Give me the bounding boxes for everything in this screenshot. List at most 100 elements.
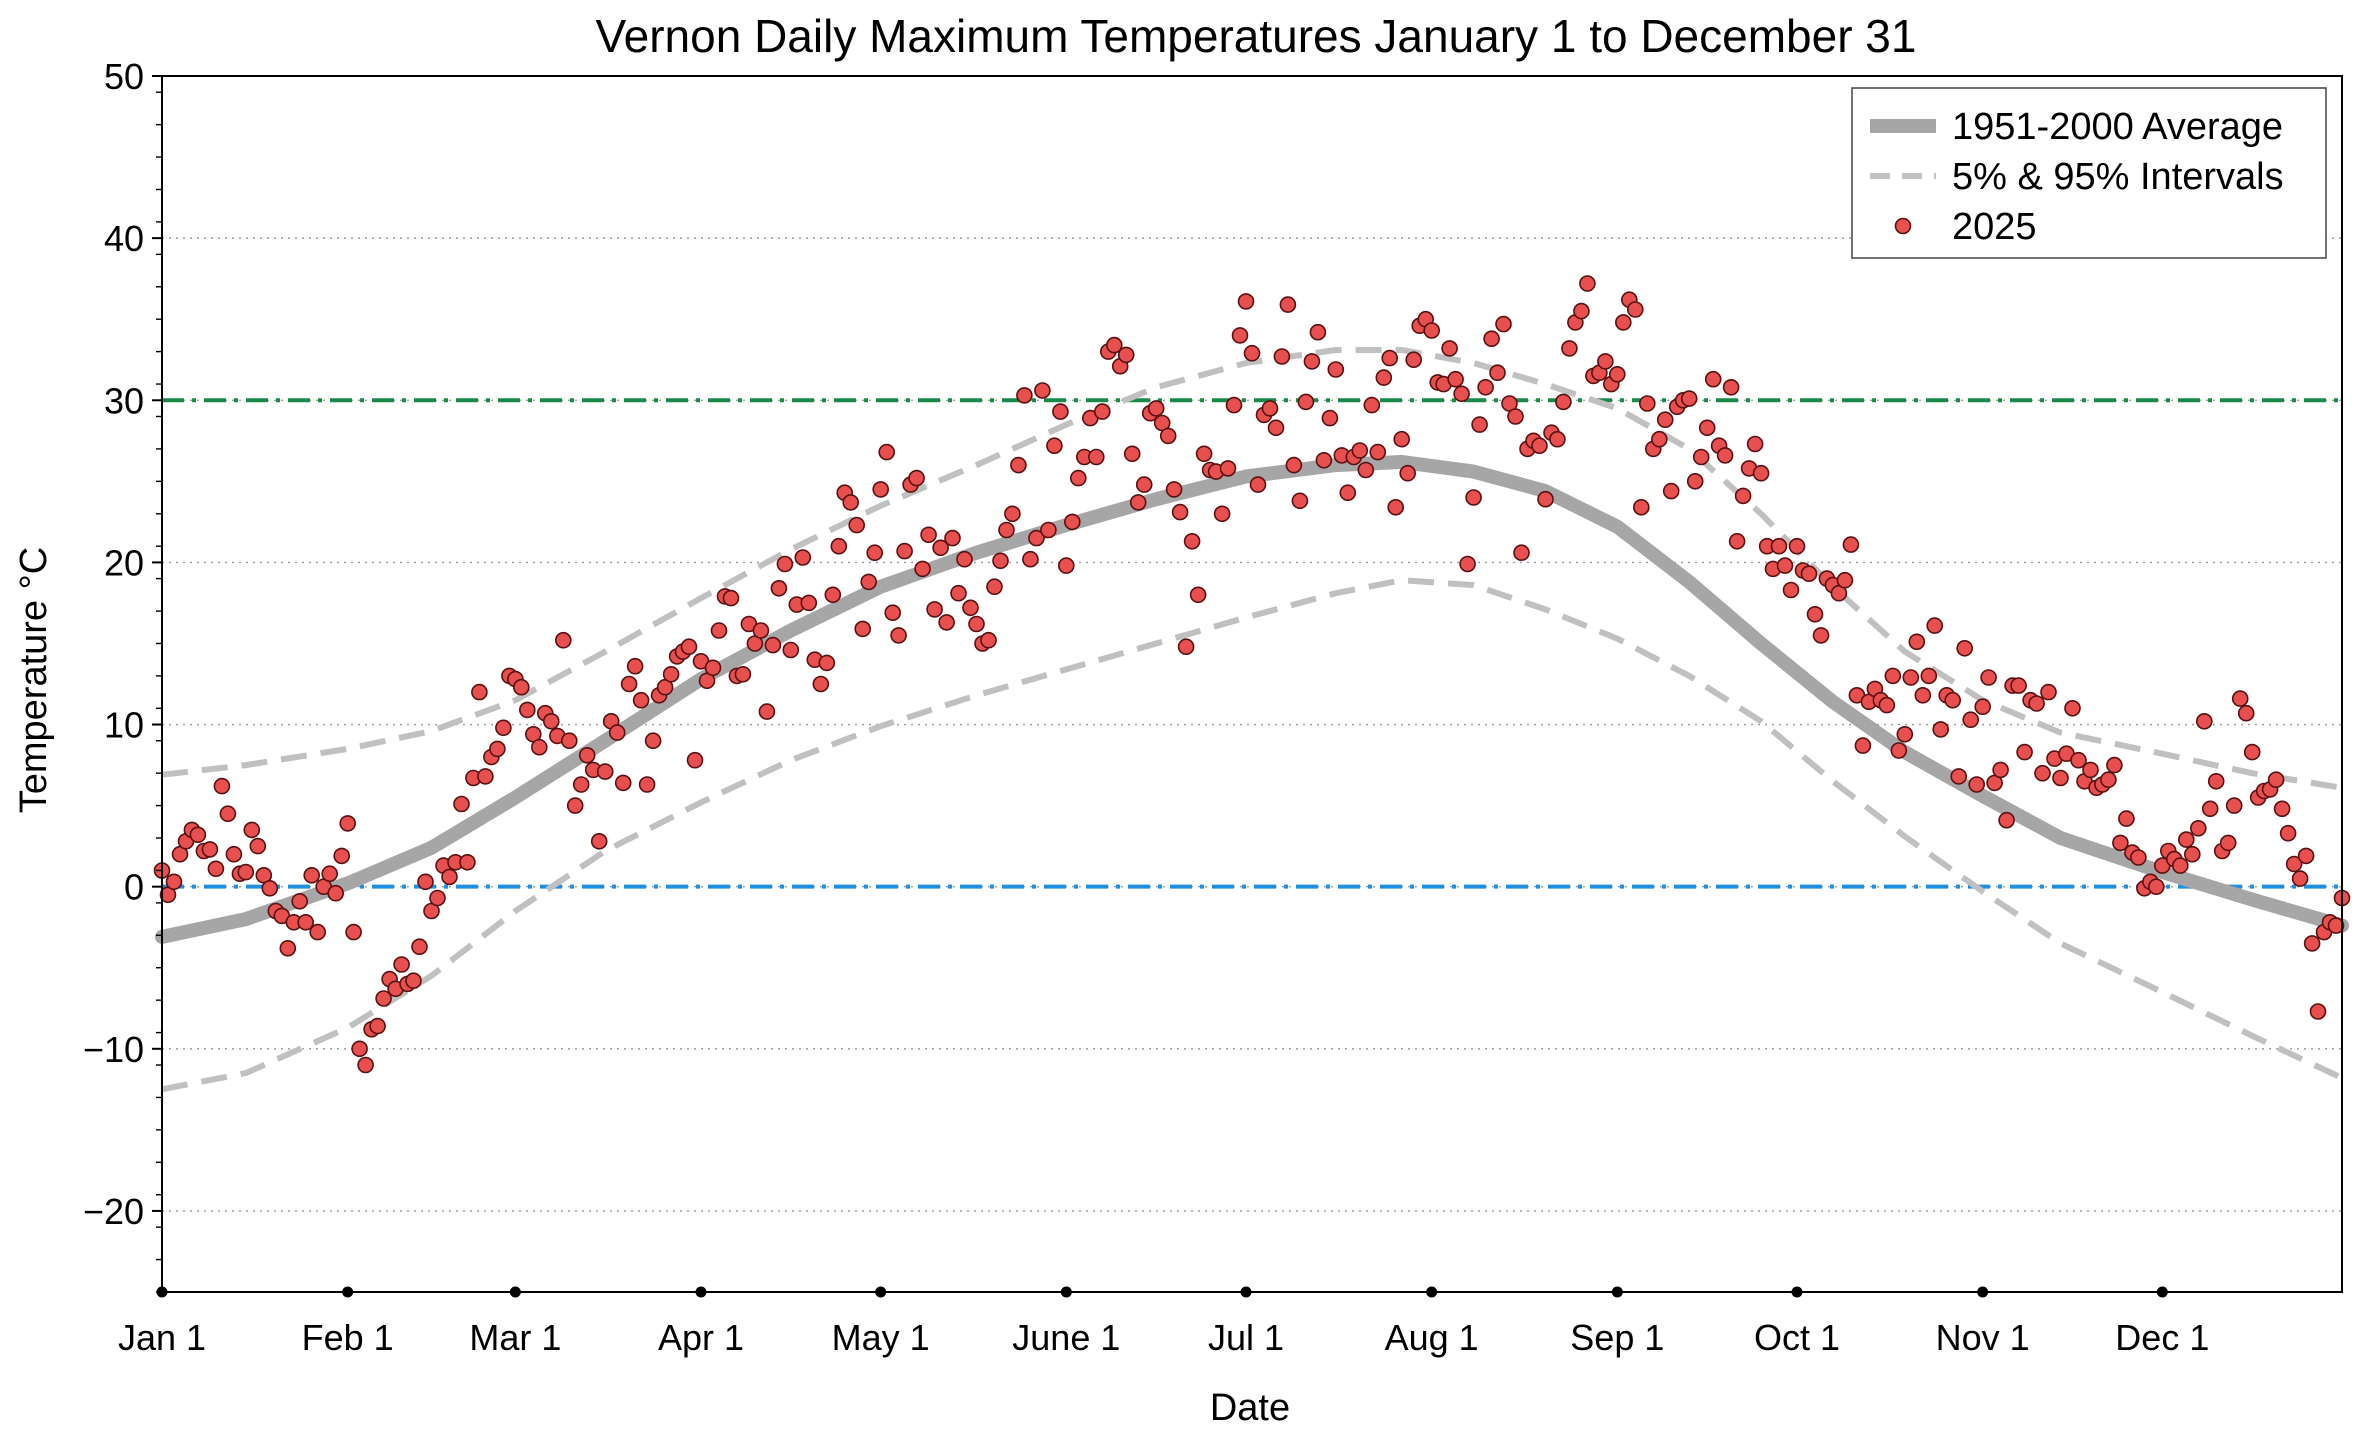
data-point-2025 (393, 956, 410, 973)
data-point-2025 (848, 516, 866, 534)
x-axis-label: Date (1210, 1387, 1290, 1429)
data-point-2025 (1579, 275, 1596, 292)
data-point-2025 (1129, 494, 1147, 511)
data-point-2025 (776, 555, 794, 573)
data-point-2025 (956, 550, 973, 568)
plot-area-frame (161, 75, 2343, 1293)
data-point-2025 (1070, 469, 1087, 487)
y-tick-label: 50 (104, 56, 144, 97)
data-point-2025 (1549, 430, 1566, 448)
data-point-2025 (1159, 427, 1177, 445)
data-point-2025 (297, 913, 315, 931)
data-point-2025 (908, 469, 925, 487)
y-tick-label: 10 (104, 705, 144, 746)
data-point-2025 (1974, 698, 1991, 716)
axes: −20 −10 0 10 20 30 40 50 Jan 1 Feb 1 Mar 1 Apr 1 May… (83, 56, 2209, 1358)
data-point-2025 (2148, 878, 2165, 896)
data-point-2025 (896, 542, 913, 560)
data-point-2025 (1962, 711, 1979, 729)
data-point-2025 (2106, 756, 2123, 774)
data-point-2025 (1698, 419, 1716, 437)
data-point-2025 (1094, 403, 1111, 420)
data-point-2025 (1842, 536, 1860, 553)
data-point-2025 (441, 868, 458, 886)
data-point-2025 (1806, 605, 1824, 623)
data-point-2025 (357, 1056, 374, 1074)
data-point-2025 (303, 866, 321, 884)
data-point-2025 (1243, 344, 1261, 362)
data-point-2025 (1573, 302, 1590, 320)
data-point-2025 (1034, 382, 1051, 399)
data-point-2025 (518, 701, 536, 719)
data-point-2025 (1171, 503, 1189, 521)
data-point-2025 (1902, 669, 1920, 686)
data-point-2025 (680, 638, 698, 656)
data-point-2025 (1285, 456, 1303, 474)
y-tick-label: 30 (104, 380, 144, 421)
data-point-2025 (1261, 400, 1279, 417)
data-point-2025 (489, 740, 506, 758)
data-point-2025 (1471, 416, 1488, 433)
data-point-2025 (554, 631, 572, 649)
x-tick-marker (509, 1286, 521, 1298)
data-point-2025 (596, 763, 614, 780)
data-point-2025 (333, 847, 351, 865)
x-tick-marker (2156, 1286, 2168, 1298)
x-tick-marker (1977, 1286, 1989, 1298)
data-point-2025 (1189, 586, 1207, 604)
data-point-2025 (1483, 330, 1500, 348)
data-point-2025 (1447, 370, 1464, 388)
data-point-2025 (1812, 627, 1830, 644)
data-point-2025 (2196, 712, 2213, 730)
data-point-2025 (704, 659, 722, 677)
data-point-2025 (1507, 408, 1524, 425)
x-tick-label: June 1 (1012, 1317, 1120, 1358)
data-point-2025 (644, 732, 662, 750)
data-point-2025 (752, 622, 770, 639)
data-point-2025 (189, 826, 207, 844)
legend-box (1851, 87, 2327, 259)
y-tick-label: 0 (124, 867, 144, 908)
data-point-2025 (1639, 395, 1656, 412)
data-point-2025 (261, 879, 279, 897)
data-point-2025 (1369, 443, 1387, 461)
data-point-2025 (1267, 419, 1285, 437)
data-point-2025 (530, 738, 548, 756)
data-point-2025 (2231, 690, 2249, 707)
data-point-2025 (2190, 819, 2207, 837)
data-point-2025 (2291, 870, 2309, 887)
data-point-2025 (2303, 935, 2321, 952)
data-point-2025 (2273, 800, 2291, 818)
x-tick-marker (1791, 1286, 1803, 1298)
data-point-2025 (1135, 476, 1153, 493)
data-point-2025 (375, 990, 392, 1007)
data-point-2025 (758, 703, 776, 720)
data-point-2025 (1722, 378, 1740, 396)
data-point-2025 (794, 549, 812, 566)
data-point-2025 (710, 622, 728, 639)
data-point-2025 (1944, 691, 1961, 709)
data-point-2025 (309, 923, 327, 941)
data-point-2025 (1776, 557, 1794, 574)
data-point-2025 (1123, 445, 1141, 463)
data-point-2025 (1992, 761, 2009, 779)
data-point-2025 (2237, 704, 2255, 722)
data-point-2025 (1788, 537, 1806, 555)
data-point-2025 (1662, 482, 1680, 500)
data-point-2025 (1686, 472, 1704, 490)
data-point-2025 (1231, 327, 1249, 344)
x-tick-marker (1060, 1286, 1072, 1298)
data-point-2025 (2112, 834, 2129, 852)
data-point-2025 (2178, 831, 2195, 848)
data-point-2025 (608, 724, 626, 741)
data-point-2025 (890, 627, 907, 644)
data-point-2025 (411, 938, 428, 956)
data-point-2025 (620, 675, 638, 693)
data-point-2025 (512, 678, 530, 696)
data-point-2025 (590, 832, 608, 850)
data-point-2025 (2243, 743, 2261, 761)
data-point-2025 (770, 579, 788, 597)
interval-line (161, 347, 2343, 791)
x-tick-label: Sep 1 (1570, 1317, 1664, 1358)
